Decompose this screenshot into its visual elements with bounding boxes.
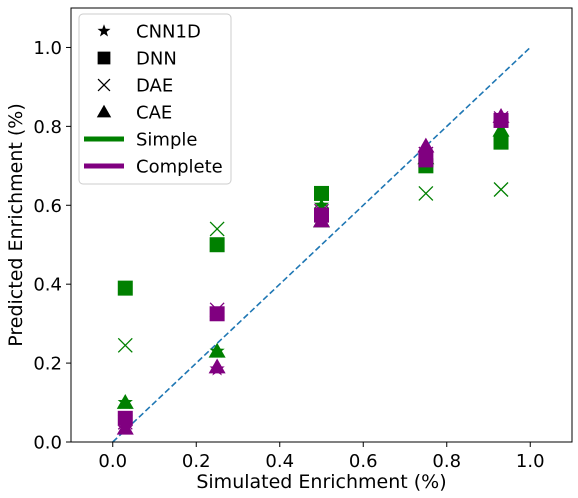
legend-label-simple: Simple xyxy=(136,130,197,151)
legend-marker-cnn1d xyxy=(97,24,111,37)
point-dnn-simple-2 xyxy=(314,185,329,201)
legend-marker-dnn xyxy=(97,51,111,65)
point-cnn1d-simple-2 xyxy=(313,197,330,212)
point-dnn-complete-3 xyxy=(418,152,434,168)
legend-label-dnn: DNN xyxy=(136,49,177,70)
point-dae-complete-1 xyxy=(209,302,225,318)
x-tick-label: 1.0 xyxy=(516,451,545,472)
point-cae-complete-4 xyxy=(492,108,510,123)
point-cae-simple-4 xyxy=(492,121,510,137)
point-dae-simple-1 xyxy=(209,221,225,237)
legend-label-dae: DAE xyxy=(136,76,173,97)
x-axis-label: Simulated Enrichment (%) xyxy=(196,471,446,493)
plot-area xyxy=(112,46,531,443)
reference-diagonal-line xyxy=(112,46,531,443)
y-axis-label: Predicted Enrichment (%) xyxy=(5,103,27,346)
point-cae-complete-2 xyxy=(313,212,330,228)
point-dnn-complete-0 xyxy=(117,410,133,426)
legend-label-cae: CAE xyxy=(136,103,172,124)
point-dnn-complete-1 xyxy=(209,306,225,322)
y-tick-label: 0.6 xyxy=(33,196,62,217)
point-cae-complete-3 xyxy=(417,137,435,153)
y-tick-label: 0.2 xyxy=(33,354,62,375)
y-tick-label: 0.4 xyxy=(33,275,62,296)
legend-label-cnn1d: CNN1D xyxy=(136,22,201,43)
x-tick-label: 0.4 xyxy=(265,451,294,472)
x-tick-label: 0.2 xyxy=(182,451,211,472)
point-dae-complete-2 xyxy=(314,203,329,219)
axes-frame xyxy=(70,7,573,443)
x-tick-label: 0.0 xyxy=(98,451,127,472)
point-cae-simple-0 xyxy=(116,394,134,409)
point-dae-simple-0 xyxy=(117,337,133,353)
point-cae-complete-0 xyxy=(116,419,134,435)
y-tick-label: 0.0 xyxy=(33,433,62,454)
legend-marker-cae xyxy=(96,104,112,118)
x-tick-label: 0.8 xyxy=(432,451,461,472)
axis-ticks: 0.0 0.2 0.4 0.6 0.8 1.0 0.0 0.2 0.4 0.6 0.8 1.0 xyxy=(33,38,544,472)
y-tick-label: 0.8 xyxy=(33,117,62,138)
point-dnn-simple-0 xyxy=(117,280,133,296)
point-cae-complete-1 xyxy=(208,358,226,374)
legend-label-complete: Complete xyxy=(136,157,223,178)
point-dae-simple-4 xyxy=(493,182,509,197)
point-dae-simple-3 xyxy=(418,185,434,201)
point-dnn-simple-4 xyxy=(493,134,509,150)
point-cae-simple-1 xyxy=(208,342,226,358)
x-tick-label: 0.6 xyxy=(349,451,378,472)
y-tick-label: 1.0 xyxy=(33,38,62,59)
legend-marker-dae xyxy=(97,78,111,92)
point-dnn-simple-1 xyxy=(209,237,225,253)
legend: CNN1D DNN DAE CAE Simple Complete xyxy=(78,13,232,185)
